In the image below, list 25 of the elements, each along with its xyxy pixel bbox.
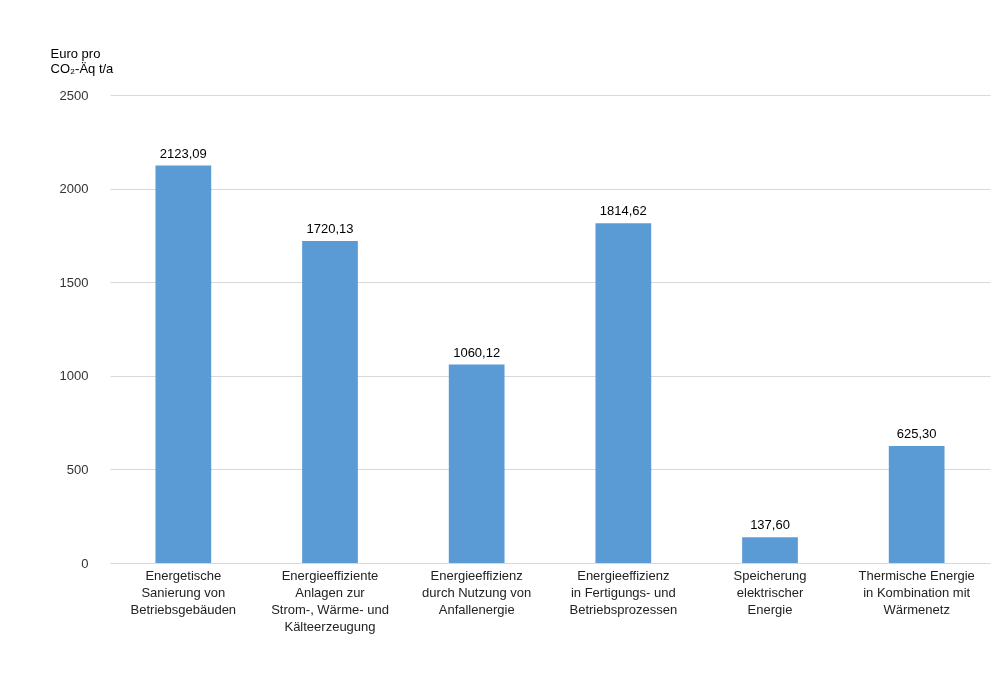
data-label: 1060,12 <box>453 344 501 360</box>
x-tick-label: Speicherung elektrischer Energie <box>733 567 807 617</box>
x-tick-label: Energieeffizienz in Fertigungs- und Betriebsprozessen <box>569 567 678 617</box>
data-label: 1814,62 <box>599 203 647 219</box>
bar <box>888 445 945 563</box>
y-tick-label: 0 <box>81 555 89 571</box>
y-tick-label: 1000 <box>59 368 89 384</box>
data-label: 137,60 <box>750 517 790 533</box>
bar <box>742 537 798 563</box>
data-label: 2123,09 <box>159 145 207 161</box>
bar <box>448 364 505 563</box>
y-axis-title: Euro pro CO₂-Äq t/a <box>50 45 115 76</box>
x-tick-label: Thermische Energie in Kombination mit Wärmenetz <box>858 567 975 617</box>
bar <box>302 240 358 563</box>
bar <box>155 165 212 563</box>
y-tick-label: 2000 <box>59 181 89 197</box>
bar <box>595 223 652 563</box>
data-label: 625,30 <box>896 425 937 441</box>
y-tick-label: 2500 <box>59 87 89 103</box>
x-tick-label: Energieeffizienz durch Nutzung von Anfallenergie <box>422 567 532 617</box>
x-tick-label: Energieeffiziente Anlagen zur Strom-, Wärme- und Kälteerzeugung <box>271 567 389 634</box>
y-tick-label: 1500 <box>59 274 89 290</box>
data-label: 1720,13 <box>306 220 354 236</box>
x-tick-label: Energetische Sanierung von Betriebsgebäuden <box>130 567 237 617</box>
y-tick-label: 500 <box>66 461 89 477</box>
